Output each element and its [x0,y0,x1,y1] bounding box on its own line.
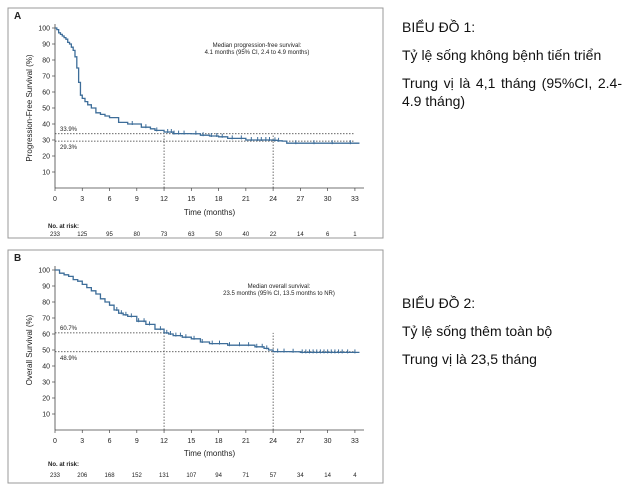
x-tick-label: 24 [269,438,277,445]
risk-value: 168 [105,473,116,479]
risk-value: 206 [77,473,88,479]
x-tick-label: 21 [242,438,250,445]
x-tick-label: 18 [215,438,223,445]
risk-value: 57 [270,473,277,479]
chart2-caption: BIỂU ĐỒ 2: Tỷ lệ sống thêm toàn bộ Trung… [402,294,622,378]
x-axis-label: Time (months) [184,208,236,217]
chart1-caption: BIỂU ĐỒ 1: Tỷ lệ sống không bệnh tiến tr… [402,18,622,120]
y-tick-label: 50 [42,106,50,113]
x-tick-label: 30 [324,196,332,203]
risk-value: 40 [243,232,250,238]
risk-table-label: No. at risk: [48,224,79,230]
x-tick-label: 15 [187,438,195,445]
panel-frame [7,249,384,484]
y-axis-label: Progression-Free Survival (%) [25,54,34,161]
y-tick-label: 80 [42,58,50,65]
x-tick-label: 6 [108,196,112,203]
y-tick-label: 20 [42,154,50,161]
risk-value: 73 [161,232,168,238]
y-tick-label: 30 [42,380,50,387]
reference-label: 33.9% [60,127,78,133]
chart1-heading: BIỂU ĐỒ 1: [402,19,476,35]
median-title: Median overall survival: [248,284,311,290]
risk-value: 4 [353,473,357,479]
risk-value: 131 [159,473,170,479]
risk-value: 80 [133,232,140,238]
y-tick-label: 70 [42,316,50,323]
risk-value: 233 [50,232,61,238]
y-tick-label: 60 [42,332,50,339]
y-tick-label: 10 [42,170,50,177]
x-tick-label: 27 [296,196,304,203]
y-tick-label: 90 [42,284,50,291]
y-tick-label: 40 [42,122,50,129]
x-tick-label: 18 [215,196,223,203]
median-title: Median progression-free survival: [213,43,302,49]
risk-value: 95 [106,232,113,238]
chart1-description: Tỷ lệ sống không bệnh tiến triển [402,47,602,63]
reference-label: 60.7% [60,326,78,332]
risk-value: 14 [297,232,304,238]
y-tick-label: 100 [38,26,50,33]
x-tick-label: 12 [160,196,168,203]
y-tick-label: 90 [42,42,50,49]
y-tick-label: 10 [42,412,50,419]
y-tick-label: 80 [42,300,50,307]
x-tick-label: 21 [242,196,250,203]
y-tick-label: 20 [42,396,50,403]
panel-label: B [14,253,21,264]
x-tick-label: 6 [108,438,112,445]
x-tick-label: 0 [53,438,57,445]
risk-value: 6 [326,232,330,238]
chart2-median: Trung vị là 23,5 tháng [402,351,537,367]
risk-value: 152 [132,473,143,479]
panel-a: A 10 20 30 40 50 60 70 80 90 100 0 3 6 9 12 15 18 21 24 27 30… [7,7,384,239]
x-tick-label: 9 [135,438,139,445]
chart2-heading: BIỂU ĐỒ 2: [402,295,476,311]
x-tick-label: 27 [296,438,304,445]
median-subtitle: 23.5 months (95% CI, 13.5 months to NR) [223,291,335,297]
risk-value: 1 [353,232,357,238]
panel-frame [7,7,384,239]
x-tick-label: 24 [269,196,277,203]
x-tick-label: 3 [80,438,84,445]
x-tick-label: 33 [351,196,359,203]
y-axis-label: Overall Survival (%) [25,314,34,385]
y-tick-label: 100 [38,268,50,275]
x-tick-label: 3 [80,196,84,203]
reference-label: 29.3% [60,145,78,151]
x-tick-label: 9 [135,196,139,203]
risk-value: 233 [50,473,61,479]
risk-value: 63 [188,232,195,238]
y-tick-label: 70 [42,74,50,81]
risk-value: 14 [324,473,331,479]
risk-value: 71 [243,473,250,479]
y-tick-label: 50 [42,348,50,355]
x-tick-label: 33 [351,438,359,445]
median-subtitle: 4.1 months (95% CI, 2.4 to 4.9 months) [205,50,310,56]
x-tick-label: 12 [160,438,168,445]
x-axis-label: Time (months) [184,449,236,458]
risk-table-label: No. at risk: [48,462,79,468]
risk-value: 107 [186,473,197,479]
x-tick-label: 30 [324,438,332,445]
chart2-description: Tỷ lệ sống thêm toàn bộ [402,323,553,339]
y-tick-label: 60 [42,90,50,97]
y-tick-label: 40 [42,364,50,371]
panel-b: B 10 20 30 40 50 60 70 80 90 100 0 3 6 9 12 15 18 21 24 27 30… [7,249,384,484]
risk-value: 22 [270,232,277,238]
risk-value: 125 [77,232,88,238]
risk-value: 50 [215,232,222,238]
survival-curve [55,27,360,144]
chart1-median: Trung vị là 4,1 tháng (95%CI, 2.4-4.9 th… [402,75,622,109]
risk-value: 34 [297,473,304,479]
panel-label: A [14,11,21,22]
x-tick-label: 0 [53,196,57,203]
survival-curve [55,269,360,354]
x-tick-label: 15 [187,196,195,203]
reference-label: 48.9% [60,356,78,362]
risk-value: 94 [215,473,222,479]
y-tick-label: 30 [42,138,50,145]
